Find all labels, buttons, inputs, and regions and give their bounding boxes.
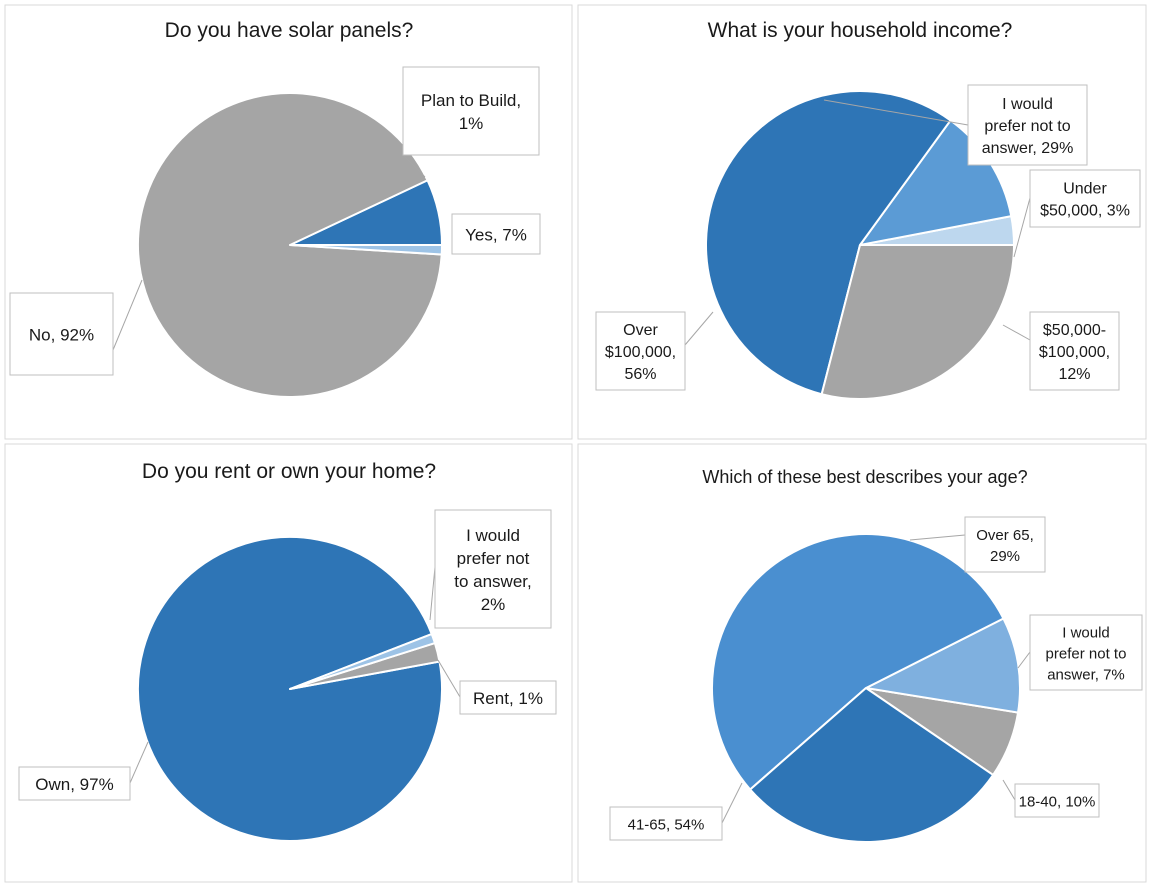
data-label: 18-40, 10% — [1019, 793, 1096, 810]
leader-line — [1017, 651, 1031, 669]
data-label-box — [459, 680, 557, 715]
data-label: No, 92% — [29, 325, 94, 344]
pie-slice-over-65 — [749, 687, 995, 843]
data-label-box — [434, 509, 552, 629]
data-label-box — [1029, 169, 1141, 228]
data-label-box — [451, 213, 541, 255]
chart-title: Do you have solar panels? — [165, 19, 414, 42]
data-label: $100,000, — [605, 344, 676, 361]
leader-line — [437, 659, 461, 698]
data-label: prefer not — [457, 549, 530, 568]
data-label: $100,000, — [1039, 344, 1110, 361]
data-label: $50,000, 3% — [1040, 203, 1130, 220]
pie-chart-3: Do you rent or own your home? Own, 97% I w… — [4, 443, 573, 883]
data-label-box — [1014, 783, 1100, 818]
leader-line — [112, 279, 143, 351]
leader-line — [1013, 197, 1031, 258]
data-label-box — [964, 516, 1046, 573]
leader-line — [684, 311, 714, 346]
leader-line — [429, 566, 436, 621]
data-label-box — [18, 766, 131, 801]
pie-chart-4: Which of these best describes your age? I… — [577, 443, 1147, 883]
data-label: 2% — [481, 595, 506, 614]
pie-slice-rent — [289, 633, 436, 690]
pie-slice-18-40 — [865, 617, 1021, 714]
data-label: I would — [1062, 624, 1110, 641]
pie-slice-i-would-prefer-not-to-answer — [820, 244, 1015, 400]
data-label: Rent, 1% — [473, 689, 543, 708]
leader-line — [1002, 324, 1031, 341]
data-label: Yes, 7% — [465, 225, 527, 244]
data-label: 12% — [1058, 366, 1090, 383]
data-label: 29% — [990, 548, 1020, 565]
leader-line — [721, 782, 743, 824]
data-label: 56% — [624, 366, 656, 383]
leader-line — [129, 741, 149, 784]
data-label: Own, 97% — [35, 775, 113, 794]
data-label: Under — [1063, 181, 1107, 198]
data-label-box — [967, 84, 1088, 166]
pie-slice-over-100-000 — [705, 90, 952, 396]
data-label: I would — [1002, 96, 1053, 113]
data-label: I would — [466, 526, 520, 545]
data-label: Over — [623, 322, 658, 339]
chart-title: What is your household income? — [708, 19, 1013, 42]
pie-slice-41-65 — [711, 533, 1005, 791]
leader-line — [909, 534, 966, 541]
data-label: to answer, — [454, 572, 532, 591]
data-label: Plan to Build, — [421, 91, 521, 110]
data-label-box — [609, 806, 723, 841]
data-label: 41-65, 54% — [628, 816, 705, 833]
chart-title: Which of these best describes your age? — [702, 467, 1027, 487]
pie-chart-1: Do you have solar panels? Yes, 7% No, 92% P… — [4, 4, 573, 440]
pie-slice-plan-to-build — [289, 244, 443, 256]
data-label-box — [1029, 311, 1120, 391]
data-label: Over 65, — [976, 527, 1034, 544]
data-label-box — [595, 311, 686, 391]
leader-line — [402, 154, 426, 178]
leader-line — [823, 99, 969, 126]
pie-chart-2: What is your household income? Under $50,0… — [577, 4, 1147, 440]
chart-title: Do you rent or own your home? — [142, 460, 436, 483]
data-label: answer, 29% — [982, 140, 1074, 157]
leader-line — [1002, 779, 1016, 801]
data-label-box — [1029, 614, 1143, 691]
data-label: prefer not to — [1046, 645, 1127, 662]
data-label: prefer not to — [984, 118, 1070, 135]
data-label-box — [402, 66, 540, 156]
data-label-box — [9, 292, 114, 376]
data-label: answer, 7% — [1047, 666, 1125, 683]
data-label: 1% — [459, 114, 484, 133]
data-label: $50,000- — [1043, 322, 1106, 339]
